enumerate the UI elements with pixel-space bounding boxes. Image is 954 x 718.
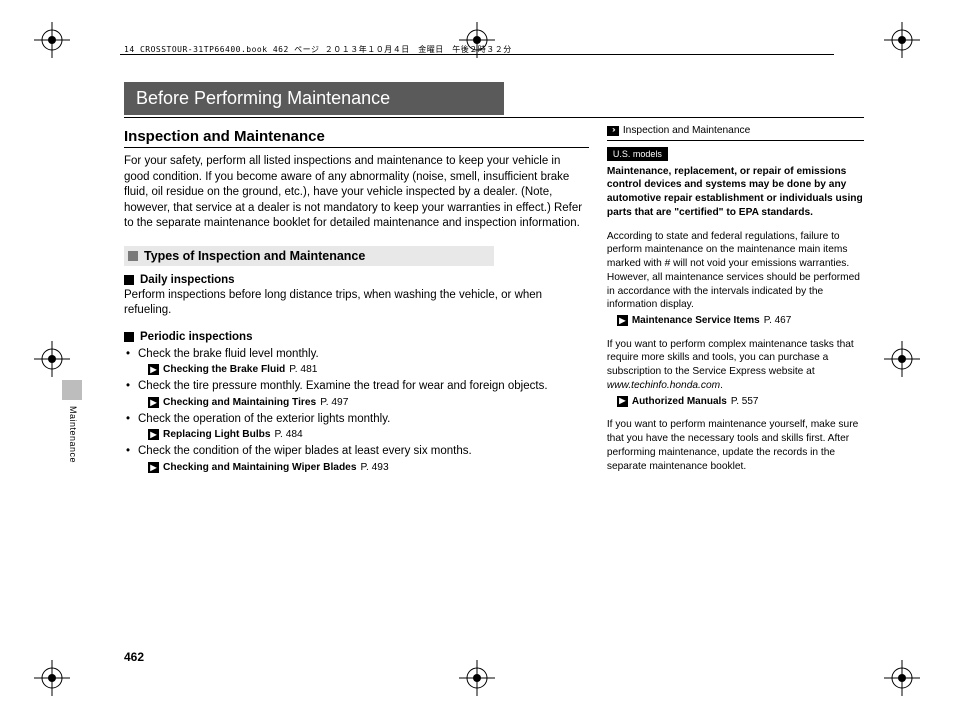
list-item: Check the operation of the exterior ligh… xyxy=(124,412,589,428)
list-item-text: Check the brake fluid level monthly. xyxy=(138,348,319,360)
crop-mark-icon xyxy=(459,660,495,696)
square-bullet-icon xyxy=(128,251,138,261)
page-title: Inspection and Maintenance xyxy=(124,124,589,148)
side-url: www.techinfo.honda.com xyxy=(607,380,720,391)
intro-paragraph: For your safety, perform all listed insp… xyxy=(124,154,589,232)
page-number: 462 xyxy=(124,650,144,664)
xref-arrow-icon: ▶ xyxy=(148,397,159,408)
daily-heading: Daily inspections xyxy=(124,274,589,286)
types-heading-text: Types of Inspection and Maintenance xyxy=(144,249,365,263)
xref-title: Checking and Maintaining Tires xyxy=(163,397,316,408)
banner-underline xyxy=(124,117,864,118)
periodic-list: Check the condition of the wiper blades … xyxy=(124,444,589,460)
xref-arrow-icon: ▶ xyxy=(148,364,159,375)
main-column: Inspection and Maintenance For your safe… xyxy=(124,124,589,477)
xref-title: Maintenance Service Items xyxy=(632,314,760,328)
thumb-tab-block xyxy=(62,380,82,400)
cross-reference: ▶ Authorized Manuals P. 557 xyxy=(607,395,864,409)
crop-mark-icon xyxy=(884,341,920,377)
xref-page: P. 481 xyxy=(289,364,317,375)
xref-title: Checking the Brake Fluid xyxy=(163,364,285,375)
xref-page: P. 484 xyxy=(275,429,303,440)
cross-reference: ▶ Maintenance Service Items P. 467 xyxy=(607,314,864,328)
cross-reference: ▶ Checking and Maintaining Tires P. 497 xyxy=(124,397,589,408)
list-item: Check the tire pressure monthly. Examine… xyxy=(124,379,589,395)
square-bullet-icon xyxy=(124,332,134,342)
crop-mark-icon xyxy=(34,22,70,58)
square-bullet-icon xyxy=(124,275,134,285)
daily-body: Perform inspections before long distance… xyxy=(124,288,589,319)
xref-arrow-icon: ▶ xyxy=(148,429,159,440)
daily-heading-text: Daily inspections xyxy=(140,274,235,286)
xref-arrow-icon: ▶ xyxy=(617,396,628,407)
thumb-tab-label: Maintenance xyxy=(68,406,78,463)
side-paragraph: According to state and federal regulatio… xyxy=(607,230,864,313)
crop-mark-icon xyxy=(884,660,920,696)
list-item: Check the condition of the wiper blades … xyxy=(124,444,589,460)
side-text: If you want to perform complex maintenan… xyxy=(607,339,854,378)
side-bold-paragraph: Maintenance, replacement, or repair of e… xyxy=(607,165,864,220)
xref-page: P. 493 xyxy=(361,462,389,473)
cross-reference: ▶ Replacing Light Bulbs P. 484 xyxy=(124,429,589,440)
xref-arrow-icon: ▶ xyxy=(148,462,159,473)
section-banner: Before Performing Maintenance xyxy=(124,82,504,115)
side-paragraph: If you want to perform maintenance yours… xyxy=(607,418,864,473)
side-title-text: Inspection and Maintenance xyxy=(623,124,750,138)
periodic-heading: Periodic inspections xyxy=(124,331,589,343)
cross-reference: ▶ Checking and Maintaining Wiper Blades … xyxy=(124,462,589,473)
side-column: ›› Inspection and Maintenance U.S. model… xyxy=(607,124,864,477)
crop-mark-icon xyxy=(884,22,920,58)
model-badge: U.S. models xyxy=(607,147,668,161)
periodic-list: Check the operation of the exterior ligh… xyxy=(124,412,589,428)
xref-title: Checking and Maintaining Wiper Blades xyxy=(163,462,357,473)
list-item-text: Check the condition of the wiper blades … xyxy=(138,445,472,457)
types-heading: Types of Inspection and Maintenance xyxy=(124,246,494,266)
xref-page: P. 467 xyxy=(764,314,792,328)
page-body: Before Performing Maintenance Inspection… xyxy=(124,82,864,658)
side-paragraph: If you want to perform complex maintenan… xyxy=(607,338,864,393)
crop-mark-icon xyxy=(34,341,70,377)
double-chevron-icon: ›› xyxy=(607,126,619,136)
periodic-list: Check the tire pressure monthly. Examine… xyxy=(124,379,589,395)
xref-page: P. 497 xyxy=(320,397,348,408)
side-text: . xyxy=(720,380,723,391)
list-item-text: Check the tire pressure monthly. Examine… xyxy=(138,380,548,392)
xref-title: Replacing Light Bulbs xyxy=(163,429,271,440)
list-item: Check the brake fluid level monthly. xyxy=(124,347,589,363)
periodic-heading-text: Periodic inspections xyxy=(140,331,252,343)
periodic-list: Check the brake fluid level monthly. xyxy=(124,347,589,363)
list-item-text: Check the operation of the exterior ligh… xyxy=(138,413,390,425)
header-rule xyxy=(120,54,834,55)
cross-reference: ▶ Checking the Brake Fluid P. 481 xyxy=(124,364,589,375)
crop-mark-icon xyxy=(34,660,70,696)
xref-page: P. 557 xyxy=(731,395,759,409)
side-title: ›› Inspection and Maintenance xyxy=(607,124,864,141)
xref-title: Authorized Manuals xyxy=(632,395,727,409)
xref-arrow-icon: ▶ xyxy=(617,315,628,326)
